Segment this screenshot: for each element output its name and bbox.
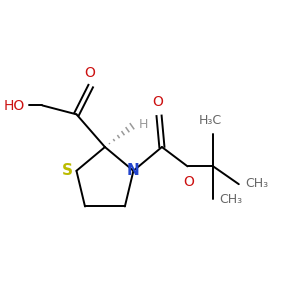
Text: HO: HO <box>3 99 25 113</box>
Text: H: H <box>138 118 148 131</box>
Text: CH₃: CH₃ <box>219 194 243 206</box>
Text: O: O <box>152 95 163 109</box>
Text: S: S <box>62 163 73 178</box>
Text: O: O <box>183 175 194 189</box>
Text: N: N <box>127 163 140 178</box>
Text: H₃C: H₃C <box>199 114 222 127</box>
Text: CH₃: CH₃ <box>245 177 268 190</box>
Text: O: O <box>84 66 95 80</box>
